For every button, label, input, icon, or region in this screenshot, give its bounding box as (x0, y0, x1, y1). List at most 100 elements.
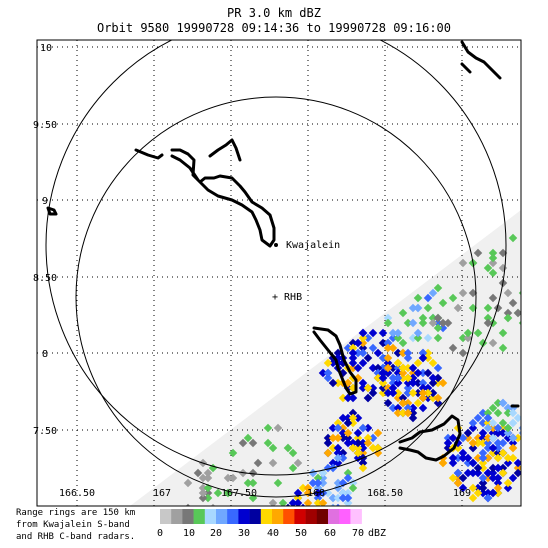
reflectivity-cell (193, 468, 203, 478)
reflectivity-cell (418, 378, 428, 388)
reflectivity-cell (323, 463, 333, 473)
reflectivity-cell (348, 348, 358, 358)
reflectivity-cell (498, 423, 508, 433)
reflectivity-cell (363, 393, 373, 403)
reflectivity-cell (513, 458, 521, 468)
reflectivity-cell (333, 423, 343, 433)
reflectivity-cell (318, 478, 328, 488)
reflectivity-cell (248, 478, 258, 488)
reflectivity-cell (248, 468, 258, 478)
reflectivity-cell (323, 373, 333, 383)
reflectivity-cell (378, 388, 388, 398)
reflectivity-cell (373, 348, 383, 358)
reflectivity-cell (183, 478, 193, 488)
reflectivity-cell (348, 353, 358, 363)
reflectivity-cell (423, 348, 433, 358)
reflectivity-cell (483, 423, 493, 433)
reflectivity-cell (498, 468, 508, 478)
reflectivity-cell (423, 368, 433, 378)
colorbar-swatch (182, 509, 194, 524)
reflectivity-cell (513, 308, 521, 318)
reflectivity-cell (423, 393, 433, 403)
reflectivity-cell (508, 443, 518, 453)
footnote-line-2: from Kwajalein S-band (16, 520, 130, 530)
reflectivity-cell (348, 418, 358, 428)
reflectivity-cell (448, 458, 458, 468)
reflectivity-cell (368, 383, 378, 393)
reflectivity-cell (338, 393, 348, 403)
reflectivity-cell (378, 363, 388, 373)
plot-frame (36, 39, 522, 507)
reflectivity-cell (483, 408, 493, 418)
reflectivity-cell (478, 483, 488, 493)
reflectivity-cell (268, 498, 278, 506)
reflectivity-cell (333, 458, 343, 468)
grid-lines (37, 40, 521, 506)
reflectivity-cell (333, 378, 343, 388)
reflectivity-cell (348, 363, 358, 373)
reflectivity-cell (403, 388, 413, 398)
reflectivity-cell (408, 368, 418, 378)
reflectivity-cell (348, 438, 358, 448)
reflectivity-cell (268, 458, 278, 468)
rhb-range-ring (75, 96, 477, 498)
reflectivity-cell (508, 433, 518, 443)
colorbar-swatch (260, 509, 273, 524)
reflectivity-cell (493, 428, 503, 438)
colorbar-swatch (160, 509, 172, 524)
reflectivity-cell (498, 418, 508, 428)
reflectivity-cell (418, 403, 428, 413)
reflectivity-cell (488, 433, 498, 443)
title-line-1: PR 3.0 km dBZ (227, 6, 321, 20)
reflectivity-cell (508, 453, 518, 463)
reflectivity-cell (353, 363, 363, 373)
reflectivity-cell (448, 293, 458, 303)
colorbar-swatch (305, 509, 318, 524)
reflectivity-cell (358, 333, 368, 343)
reflectivity-cell (448, 433, 458, 443)
reflectivity-cell (408, 408, 418, 418)
reflectivity-cell (333, 483, 343, 493)
reflectivity-cell (488, 258, 498, 268)
reflectivity-cell (503, 453, 513, 463)
reflectivity-cell (468, 493, 478, 503)
reflectivity-cell (348, 338, 358, 348)
reflectivity-cell (503, 483, 513, 493)
reflectivity-cell (333, 433, 343, 443)
reflectivity-cell (388, 373, 398, 383)
reflectivity-cell (468, 483, 478, 493)
reflectivity-cell (198, 473, 208, 483)
reflectivity-cell (513, 468, 521, 478)
reflectivity-cell (403, 373, 413, 383)
reflectivity-cell (478, 448, 488, 458)
reflectivity-cell (343, 473, 353, 483)
kwajalein-range-ring (45, 40, 507, 476)
reflectivity-cell (473, 438, 483, 448)
reflectivity-cell (363, 383, 373, 393)
reflectivity-cell (493, 398, 503, 408)
reflectivity-cell (423, 303, 433, 313)
colorbar-swatch (328, 509, 340, 524)
reflectivity-cell (463, 333, 473, 343)
reflectivity-cell (458, 433, 468, 443)
reflectivity-cell (468, 418, 478, 428)
reflectivity-cell (463, 458, 473, 468)
atoll-reef-ne (460, 40, 502, 80)
reflectivity-cell (388, 328, 398, 338)
reflectivity-cell (358, 338, 368, 348)
reflectivity-cell (478, 433, 488, 443)
reflectivity-cell (483, 453, 493, 463)
reflectivity-cell (358, 423, 368, 433)
reflectivity-cell (403, 383, 413, 393)
reflectivity-cell (378, 383, 388, 393)
reflectivity-cell (368, 363, 378, 373)
longitude-labels: 166.50 167 167.50 168 168.50 169 (59, 488, 471, 499)
reflectivity-cell (433, 393, 443, 403)
reflectivity-cell (383, 353, 393, 363)
reflectivity-cell (403, 403, 413, 413)
plot-area (37, 40, 521, 506)
reflectivity-cell (498, 438, 508, 448)
reflectivity-cell (243, 433, 253, 443)
reflectivity-cell (423, 293, 433, 303)
